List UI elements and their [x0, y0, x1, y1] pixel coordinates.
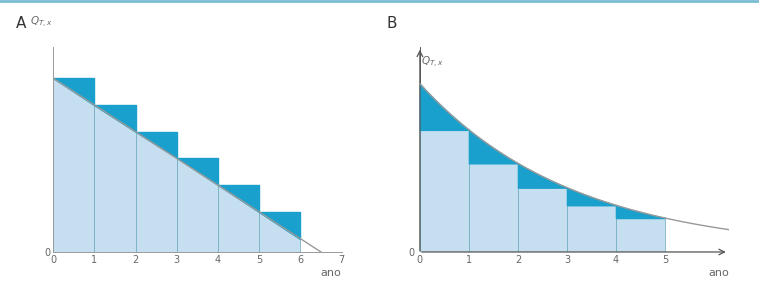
Bar	[259, 212, 301, 252]
Text: $Q_{T,x}$: $Q_{T,x}$	[30, 15, 52, 30]
Bar	[136, 132, 177, 252]
Bar	[469, 163, 518, 252]
Polygon shape	[177, 159, 218, 185]
Bar	[616, 218, 665, 252]
Polygon shape	[136, 132, 177, 159]
Text: $Q_{T,x}$: $Q_{T,x}$	[421, 55, 444, 70]
Bar	[53, 78, 94, 252]
Polygon shape	[53, 78, 94, 105]
X-axis label: ano: ano	[708, 268, 729, 277]
Bar	[518, 188, 567, 252]
Polygon shape	[218, 185, 259, 212]
X-axis label: ano: ano	[321, 268, 342, 277]
Polygon shape	[259, 212, 301, 239]
Text: A: A	[16, 16, 26, 31]
Bar	[177, 159, 218, 252]
Bar	[567, 205, 616, 252]
Text: B: B	[386, 16, 397, 31]
Polygon shape	[94, 105, 136, 132]
Bar	[218, 185, 259, 252]
Bar	[94, 105, 136, 252]
Bar	[420, 130, 469, 252]
